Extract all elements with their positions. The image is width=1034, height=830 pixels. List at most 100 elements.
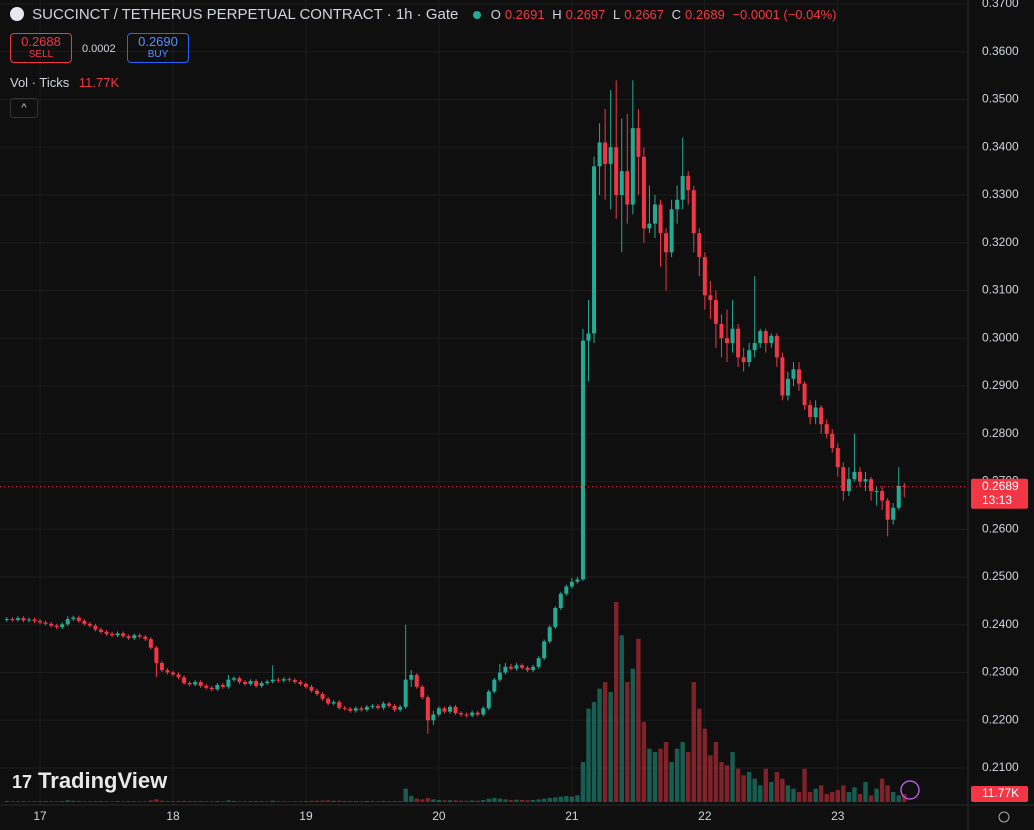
- candle-body: [769, 335, 774, 344]
- y-tick-label: 0.3600: [982, 44, 1019, 58]
- candle-body: [448, 706, 452, 712]
- candle-body: [87, 623, 92, 626]
- candle-body: [65, 619, 70, 625]
- y-tick-label: 0.3700: [982, 0, 1019, 10]
- volume-bar: [442, 800, 447, 802]
- volume-bar: [586, 708, 591, 802]
- candle-body: [364, 706, 369, 710]
- candle-body: [32, 619, 37, 621]
- candle-body: [702, 257, 707, 296]
- watermark: 17 TradingView: [12, 768, 167, 794]
- collapse-button[interactable]: ^: [10, 98, 38, 118]
- last-price-label: 0.2689: [982, 479, 1019, 493]
- volume-bar: [253, 801, 259, 802]
- candle-body: [320, 693, 325, 699]
- volume-bar: [264, 801, 270, 802]
- volume-bar: [37, 801, 43, 802]
- volume-bar: [342, 800, 347, 802]
- y-tick-label: 0.3000: [982, 330, 1019, 344]
- volume-bar: [48, 801, 54, 802]
- volume-bar: [320, 800, 325, 802]
- candle-body: [204, 685, 209, 688]
- volume-bar: [270, 800, 275, 802]
- candle-body: [281, 679, 286, 681]
- volume-bar: [453, 800, 458, 802]
- volume-bar: [741, 775, 746, 802]
- l-label: L: [613, 7, 621, 22]
- volume-bar: [298, 801, 303, 802]
- candle-body: [885, 500, 890, 520]
- volume-bar: [10, 801, 15, 802]
- volume-bar: [314, 800, 320, 802]
- volume-bar: [204, 801, 209, 802]
- y-tick-label: 0.2100: [982, 760, 1019, 774]
- candle-body: [259, 683, 264, 686]
- volume-bar: [868, 795, 874, 802]
- c-value: 0.2689: [685, 7, 725, 22]
- settings-icon: [998, 811, 1010, 823]
- last-price-box: [971, 478, 1028, 509]
- l-value: 0.2667: [624, 7, 665, 22]
- candle-body: [442, 708, 447, 712]
- o-label: O: [490, 7, 501, 22]
- candle-body: [652, 204, 657, 224]
- buy-button[interactable]: 0.2690 BUY: [127, 33, 189, 63]
- volume-bar: [852, 787, 857, 802]
- volume-bar: [132, 801, 137, 802]
- sell-button[interactable]: 0.2688 SELL: [10, 33, 72, 63]
- volume-bar: [835, 790, 840, 802]
- candle-body: [303, 683, 308, 687]
- volume-bar: [82, 801, 87, 802]
- volume-bar: [580, 762, 586, 802]
- y-tick-label: 0.2800: [982, 426, 1019, 440]
- candle-body: [403, 679, 408, 707]
- plot-background: [0, 0, 968, 805]
- candle-body: [813, 407, 818, 418]
- volume-bar: [420, 799, 425, 802]
- volume-bar: [796, 792, 802, 802]
- candle-body: [126, 636, 131, 639]
- volume-bar: [575, 795, 580, 802]
- legend-header: SUCCINCT / TETHERUS PERPETUAL CONTRACT ·…: [10, 6, 845, 23]
- x-tick-label: 22: [698, 809, 712, 823]
- volume-bar: [663, 742, 669, 802]
- volume-bar: [281, 801, 286, 802]
- volume-bar: [780, 778, 785, 802]
- volume-bar: [735, 768, 741, 802]
- candle-body: [564, 586, 569, 594]
- candle-body: [436, 708, 441, 715]
- volume-bar: [425, 798, 431, 802]
- candle-body: [171, 672, 175, 675]
- volume-bar: [614, 602, 619, 802]
- candle-body: [342, 707, 347, 709]
- volume-bar: [109, 801, 115, 802]
- volume-bar: [4, 801, 9, 802]
- volume-bar: [652, 752, 658, 802]
- volume-bar: [337, 800, 342, 802]
- candle-body: [475, 712, 480, 715]
- y-tick-label: 0.2900: [982, 378, 1019, 392]
- candle-body: [198, 682, 203, 686]
- candle-body: [193, 682, 198, 685]
- volume-bar: [348, 801, 353, 802]
- candle-body: [497, 672, 502, 680]
- volume-bar: [625, 682, 630, 802]
- volume-bar: [602, 682, 608, 802]
- candle-body: [575, 579, 580, 582]
- y-tick-label: 0.2400: [982, 617, 1019, 631]
- volume-bar: [409, 796, 414, 802]
- y-tick-label: 0.3400: [982, 139, 1019, 153]
- volume-bar: [43, 801, 48, 802]
- volume-bar: [60, 801, 65, 802]
- candle-body: [209, 687, 214, 690]
- volume-bar: [902, 794, 907, 802]
- volume-bar: [558, 796, 563, 802]
- candle-body: [254, 681, 259, 686]
- volume-bar: [414, 798, 419, 802]
- volume-bar: [841, 785, 846, 802]
- volume-bar: [54, 801, 59, 802]
- volume-bar: [32, 801, 37, 802]
- x-tick-label: 21: [565, 809, 579, 823]
- candle-body: [553, 608, 558, 628]
- candle-body: [891, 507, 896, 520]
